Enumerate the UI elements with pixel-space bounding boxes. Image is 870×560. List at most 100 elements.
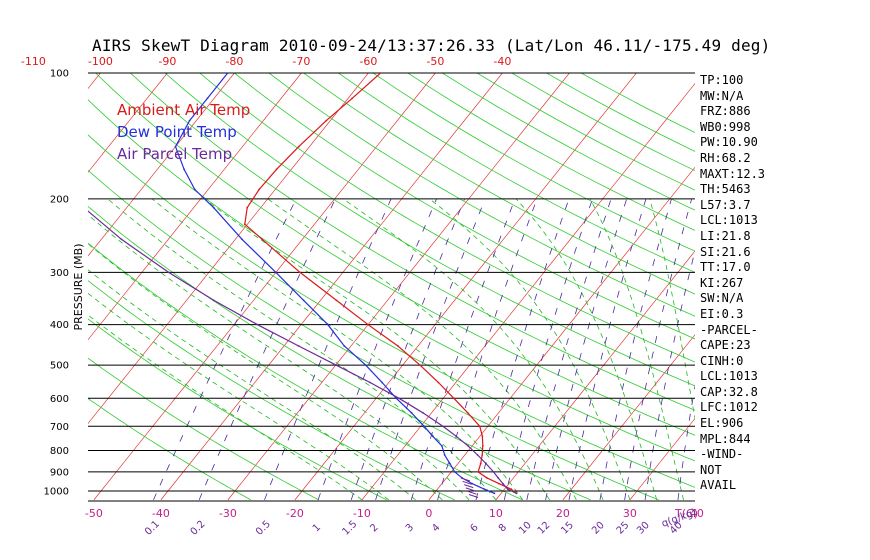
series-point xyxy=(183,168,186,171)
series-point xyxy=(241,238,243,241)
legend-dew-point-temp: Dew Point Temp xyxy=(117,123,237,141)
series-point xyxy=(8,120,10,122)
parcel-hatch-mark xyxy=(465,487,475,492)
top-temp-tick-label: -100 xyxy=(88,55,113,68)
top-temp-tick-label: -70 xyxy=(292,55,310,68)
isotherm-line xyxy=(495,250,695,501)
bottom-temp-tick-label: -30 xyxy=(219,507,237,520)
series-point xyxy=(466,411,469,414)
series-point xyxy=(335,299,338,302)
moist-adiabat-line xyxy=(88,243,443,501)
bottom-temp-tick-label: -20 xyxy=(286,507,304,520)
series-point xyxy=(379,73,382,74)
series-point xyxy=(299,271,301,274)
mixing-ratio-tick-label: 1.5 xyxy=(341,519,360,538)
pressure-tick-label: 500 xyxy=(50,361,69,372)
dry-adiabat-line xyxy=(88,398,252,501)
dry-adiabat-line xyxy=(338,73,695,273)
isotherm-line xyxy=(88,73,168,173)
moist-adiabat-line xyxy=(88,314,363,501)
series-point xyxy=(193,188,196,191)
stat-item: -WIND- xyxy=(700,447,744,462)
mixing-ratio-line xyxy=(317,198,437,501)
top-temp-tick-label: -90 xyxy=(158,55,176,68)
series-point xyxy=(367,323,369,326)
stat-item: TH:5463 xyxy=(700,182,751,197)
stat-item: WB0:998 xyxy=(700,119,751,134)
stat-item: NOT xyxy=(700,462,722,477)
top-temp-tick-label: -60 xyxy=(359,55,377,68)
stat-item: TP:100 xyxy=(700,73,744,87)
series-point xyxy=(212,206,215,209)
bottom-temp-tick-label: 40 xyxy=(690,507,704,520)
stat-item: PW:10.90 xyxy=(700,135,758,150)
dry-adiabat-line xyxy=(303,73,695,295)
series-point xyxy=(477,471,479,473)
series-point xyxy=(327,323,329,326)
series-point xyxy=(493,492,496,495)
bottom-temp-tick-label: 30 xyxy=(623,507,637,520)
dry-adiabat-line xyxy=(88,99,695,462)
top-temp-tick-label: -40 xyxy=(493,55,511,68)
series-point xyxy=(275,168,278,171)
mixing-ratio-line xyxy=(437,198,538,501)
series-point xyxy=(478,425,481,428)
pressure-tick-label: 100 xyxy=(50,69,69,80)
mixing-ratio-line xyxy=(475,198,570,500)
dry-adiabat-line xyxy=(407,73,695,231)
stat-item: FRZ:886 xyxy=(700,104,751,119)
mixing-ratio-line xyxy=(526,198,612,500)
pressure-tick-label: 900 xyxy=(50,467,69,478)
isotherm-line xyxy=(88,73,101,90)
series-point xyxy=(395,397,398,400)
stat-item: LFC:1012 xyxy=(700,400,758,415)
series-line-dew-point-temp xyxy=(174,73,495,494)
series-point xyxy=(498,482,500,485)
parcel-hatch-mark xyxy=(462,480,472,485)
series-point xyxy=(325,119,328,122)
isotherm-line xyxy=(88,73,302,341)
moist-adiabat-line xyxy=(515,198,658,500)
mixing-ratio-line xyxy=(599,198,672,500)
isotherm-line xyxy=(88,73,369,425)
series-point xyxy=(510,488,513,491)
mixing-ratio-tick-label: 0.1 xyxy=(143,519,162,538)
series-point xyxy=(188,119,191,122)
dry-adiabat-line xyxy=(88,169,659,501)
series-point xyxy=(258,188,260,191)
stat-item: LCL:1013 xyxy=(700,213,758,228)
parcel-hatch-mark xyxy=(467,490,477,495)
series-point xyxy=(455,435,458,438)
series-point xyxy=(485,462,487,465)
mixing-ratio-tick-label: 30 xyxy=(635,520,652,537)
series-point xyxy=(437,381,440,384)
stat-item: EL:906 xyxy=(700,416,744,431)
series-point xyxy=(343,345,346,347)
moist-adiabat-line xyxy=(107,198,497,501)
series-point xyxy=(485,476,488,479)
dry-adiabat-line xyxy=(511,73,695,172)
parcel-hatch-mark xyxy=(468,494,479,498)
mixing-ratio-line xyxy=(568,198,647,500)
bottom-temp-tick-label: -40 xyxy=(152,507,170,520)
series-point xyxy=(120,238,123,241)
stat-item: MPL:844 xyxy=(700,431,751,446)
stat-item: SI:21.6 xyxy=(700,244,751,259)
series-point xyxy=(443,454,446,456)
bottom-temp-tick-label: 10 xyxy=(489,507,503,520)
mixing-ratio-tick-label: 3 xyxy=(404,522,416,534)
series-point xyxy=(506,488,509,491)
chart-title: AIRS SkewT Diagram 2010-09-24/13:37:26.3… xyxy=(92,36,771,55)
dry-adiabat-line xyxy=(95,73,695,436)
mixing-ratio-tick-label: 0.2 xyxy=(189,519,208,538)
mixing-ratio-tick-label: 20 xyxy=(590,520,607,537)
mixing-ratio-line xyxy=(264,198,392,501)
wind-barbs xyxy=(460,477,479,498)
pressure-tick-label: 600 xyxy=(50,394,69,405)
series-point xyxy=(497,476,499,479)
mixing-ratio-line xyxy=(503,198,593,500)
pressure-tick-label: 700 xyxy=(50,422,69,433)
series-point xyxy=(481,454,484,456)
background-grid xyxy=(88,73,695,501)
